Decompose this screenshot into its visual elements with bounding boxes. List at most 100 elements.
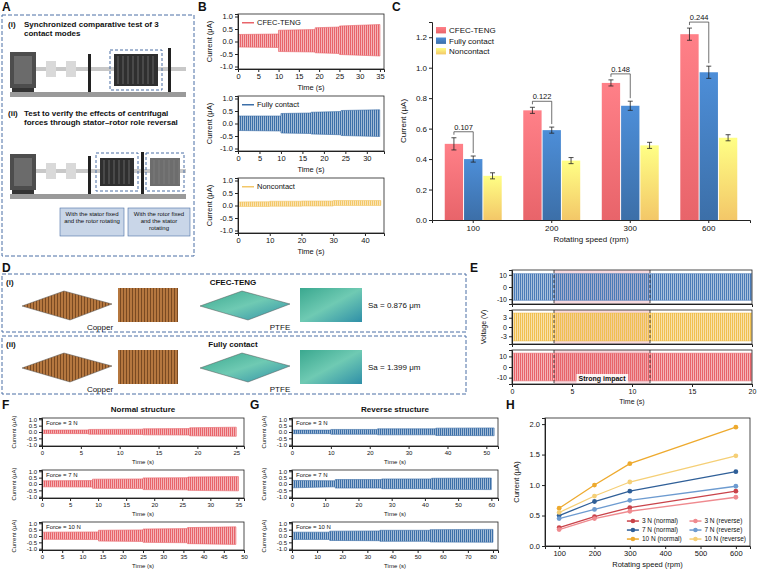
plot-frame [238,178,384,233]
tick-label: 500 [695,549,708,558]
ptfe-3d [200,291,290,320]
tick: 25 [342,151,350,163]
bar [680,34,698,220]
axis-left: -1.0-0.50.00.51.0 [27,521,43,552]
tick-label: -1.0 [27,494,38,500]
tick-label: 10 [277,154,285,163]
tick-label: 10 [275,72,283,81]
error-bar [451,138,456,150]
figure: (i)Synchronized comparative test of 3con… [0,0,761,580]
signal-band [238,110,380,137]
coupling [66,163,76,179]
label-line: and the rotor rotating [64,218,120,224]
tick-mark [292,498,293,501]
tick: 50 [415,550,422,560]
roughness: Sa = 0.876 μm [368,301,421,310]
axis-bottom: 01020304050 [291,446,499,456]
tick-mark [429,220,432,221]
plot-title: Force = 7 N [296,472,328,478]
ptfe-3d [200,353,290,382]
legend-label: Noncontact [257,182,296,191]
label-patch [576,374,628,383]
tick: 30 [160,550,167,560]
difference-label: 0.122 [533,92,552,101]
legend-label: 3 N (normal) [642,517,678,525]
tick-mark [39,432,42,433]
series-line [559,456,736,513]
tick-mark [39,542,42,543]
tick-label: 50 [241,554,248,560]
tick: -3 [501,333,512,340]
tick: 0.2 [416,186,432,195]
tick: -10 [497,374,512,381]
bar [562,161,580,220]
tick: 0 [291,498,295,508]
motor-foot [12,190,34,194]
tick-label: 10 [314,554,321,560]
tick: 300 [624,546,637,558]
tick: 0.6 [416,125,432,134]
rib [179,160,180,184]
tick-label: -1.0 [277,494,288,500]
panel-letter: A [2,0,11,14]
caption: Copper [87,385,114,394]
tick-label: 30 [356,72,364,81]
tick-label: 0 [41,554,45,560]
tick-label: 0 [503,364,507,371]
tick: 10 [95,498,102,508]
legend-label: CFEC-TENG [257,18,301,27]
tick-label: -3 [501,333,507,340]
tick-label: 1.0 [223,12,233,21]
tick: 5 [69,498,73,508]
tick: 300 [624,220,638,233]
tick-label: 20 [151,502,158,508]
plot-area [512,310,752,344]
tick: 35 [376,69,384,81]
label-line: contact modes [24,29,81,38]
difference-bracket [454,132,473,153]
chart: -1.0-0.50.00.51.001020304050Time (s)Curr… [261,415,499,465]
tick-label: 0.5 [530,511,540,520]
axis-line [433,221,751,224]
tick: 0.5 [29,423,42,429]
tick: 1.5 [530,450,545,459]
tick-label: 0.8 [416,94,428,103]
tick: 400 [659,546,672,558]
tick: 600 [702,220,716,233]
tick: 3 [503,314,512,321]
tick: 1.2 [416,33,432,42]
tick-label: 20 [298,236,306,245]
tick-mark [238,498,239,501]
axis-line [542,419,546,547]
tick-mark [509,327,512,328]
tick-label: 50 [415,554,422,560]
marker [627,461,632,466]
tick: 40 [422,498,429,508]
tick-mark [39,445,42,446]
note-text: With the stator fixedand the rotor rotat… [64,211,120,224]
legend-line [242,22,254,24]
tick-label: -0.5 [277,488,288,494]
signal-band [512,274,752,301]
tick: 10 [277,151,285,163]
axis-left: -1.0-0.50.00.51.0 [277,469,293,500]
tick: 40 [390,550,397,560]
motor-foot [12,88,34,92]
tick-label: 5 [258,154,262,163]
signal-band [42,427,236,436]
tick-mark [367,550,368,553]
tick: 25 [179,498,186,508]
tick-mark [509,336,512,337]
panel-letter: H [506,398,515,412]
tick: -0.5 [27,488,42,494]
tick-label: 20 [367,450,374,456]
legend: Fully contact [242,100,300,109]
signal-band [42,477,238,491]
tick-label: 0.0 [223,119,233,128]
tick-mark [370,446,371,449]
axis-title: Current (μA) [261,467,267,500]
copper-2d [118,350,178,384]
tick-mark [429,129,432,130]
rib [133,56,134,84]
rib [138,56,139,84]
